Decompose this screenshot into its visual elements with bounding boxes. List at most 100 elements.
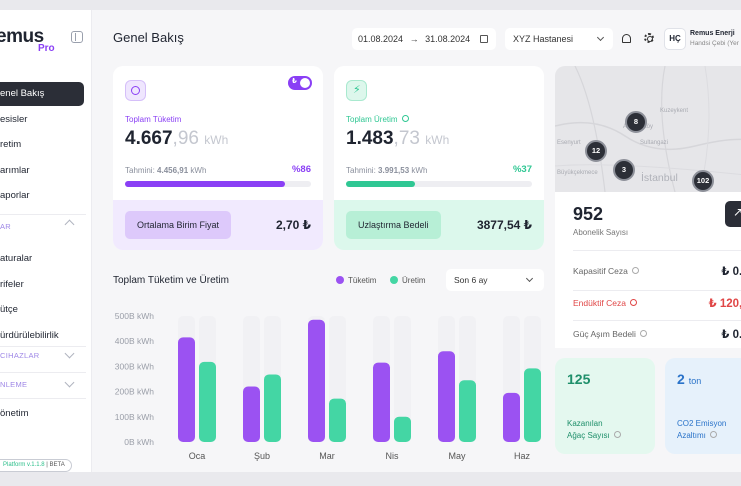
expand-button[interactable]: ↗ [725,201,741,227]
penalty-row-capacitive: Kapasitif Ceza ₺ 0.00 [573,258,741,288]
x-tick-label: Oca [189,451,206,461]
period-select[interactable]: Son 6 ay [446,269,544,291]
info-icon[interactable] [613,431,621,438]
info-icon[interactable] [632,267,640,274]
consumption-estimate: Tahmini: 4.456,91 kWh [125,166,207,175]
consumption-label: Toplam Tüketim [125,115,182,124]
user-subtitle: Handsi Çebi (Yer [690,40,739,47]
sidebar-section-cihazlar[interactable]: CIHAZLAR [0,351,40,360]
sidebar-item-uretim[interactable]: retim [0,139,22,150]
legend-dot [390,276,398,284]
sidebar-item-raporlar[interactable]: aporlar [0,190,30,201]
chevron-down-icon [525,274,534,283]
avg-unit-price-button[interactable]: Ortalama Birim Fiyat [125,211,232,239]
calendar-icon [480,35,488,43]
y-tick-label: 0B kWh [124,437,154,447]
co2-reduction-value: 2 ton [677,371,702,387]
hospital-select[interactable]: XYZ Hastanesi [505,28,613,50]
sidebar-section-faturalar[interactable]: AR [0,222,12,231]
hospital-select-value: XYZ Hastanesi [513,34,574,44]
legend-consumption[interactable]: Tüketim [336,276,376,285]
bar-üretim-haz [524,368,541,442]
bar-üretim-may [459,380,476,442]
sidebar: emus Pro enel Bakış esisler retim arımla… [0,10,92,472]
production-progress-fill [346,181,415,187]
sidebar-item-tesisler[interactable]: esisler [0,114,28,125]
bell-icon[interactable] [622,34,631,43]
production-label: Toplam Üretim [346,115,409,124]
info-icon[interactable] [630,299,638,306]
sidebar-divider [0,398,86,399]
lightning-icon: ⚡ [346,80,367,101]
sidebar-section-izleme[interactable]: NLEME [0,380,28,389]
bar-chart: 0B kWh 100B kWh 200B kWh 300B kWh 400B kWh 50… [115,311,541,461]
info-icon[interactable] [710,431,718,438]
gear-icon[interactable] [644,33,654,43]
currency-toggle[interactable]: ₺ [288,76,312,90]
page-title: Genel Bakış [113,30,184,45]
sidebar-collapse-icon[interactable] [71,31,83,43]
date-range-picker[interactable]: 01.08.2024 → 31.08.2024 [352,28,496,50]
map-label: Kuzeykent [660,108,689,114]
subscription-panel: 952 Abonelik Sayısı ↗ Kapasitif Ceza ₺ 0… [555,192,741,348]
consumption-progress [125,181,311,187]
bar-tüketim-nis [373,362,390,442]
bar-track [394,316,411,442]
avatar[interactable]: HÇ [664,28,686,50]
chevron-down-icon[interactable] [64,348,75,359]
map-cluster[interactable]: 12 [585,140,607,162]
bar-tüketim-may [438,351,455,442]
sidebar-item-alarmlar[interactable]: arımlar [0,165,30,176]
legend-dot [336,276,344,284]
bar-üretim-şub [264,374,281,442]
production-percent: %37 [512,164,532,175]
sidebar-item-yonetim[interactable]: önetim [0,408,29,419]
legend-production[interactable]: Üretim [390,276,426,285]
arrow-right-icon: → [409,34,419,44]
settlement-fee-button[interactable]: Uzlaştırma Bedeli [346,211,441,239]
consumption-value: 4.667,96 kWh [125,128,229,149]
date-end: 31.08.2024 [425,34,471,44]
chevron-up-icon[interactable] [64,219,75,230]
penalty-label: Endüktif Ceza [573,298,638,308]
subscription-count: 952 [573,204,604,224]
map-label: Esenyurt [557,140,581,146]
penalty-value: ₺ 120,50 [708,298,741,310]
sidebar-item-genel-bakis[interactable]: enel Bakış [0,82,84,106]
map-label: Büyükçekmece [557,170,598,176]
penalty-row-power-excess: Güç Aşım Bedeli ₺ 0.00 [573,321,741,351]
version-badge: Platform v.1.1.8 | BETA [0,459,72,472]
sidebar-item-tarifeler[interactable]: rifeler [0,279,24,290]
chart-title: Toplam Tüketim ve Üretim [113,275,229,286]
map-label: Sultangazi [640,140,669,146]
currency-toggle-label: ₺ [292,78,297,85]
trees-earned-value: 125 [567,371,591,387]
user-name[interactable]: Remus Enerji [690,30,735,37]
x-tick-label: Mar [319,451,335,461]
map[interactable]: Kuzeykent Arnavutköy Sultangazi Büyükçek… [555,66,741,192]
consumption-percent: %86 [291,164,311,175]
y-tick-label: 100B kWh [115,412,154,422]
co2-reduction-label: CO2 Emisyon Azaltımı [677,419,727,440]
bar-üretim-nis [394,416,411,442]
consumption-card: ₺ Toplam Tüketim 4.667,96 kWh Tahmini: 4… [113,66,323,250]
sidebar-item-faturalar[interactable]: aturalar [0,253,33,264]
sidebar-divider [0,214,86,215]
production-footer: Uzlaştırma Bedeli 3877,54 ₺ [334,200,544,250]
bar-tüketim-mar [308,319,325,442]
chevron-down-icon[interactable] [64,377,75,388]
map-cluster[interactable]: 3 [613,159,635,181]
map-cluster[interactable]: 8 [625,111,647,133]
settlement-fee-value: 3877,54 ₺ [476,218,532,232]
penalty-value: ₺ 0.00 [721,329,741,341]
info-icon[interactable] [640,330,648,337]
subscription-count-label: Abonelik Sayısı [573,228,629,237]
row-divider [573,320,741,321]
y-tick-label: 400B kWh [115,336,154,346]
map-cluster[interactable]: 102 [692,170,714,192]
gauge-icon [125,80,146,101]
info-icon[interactable] [401,115,409,122]
sidebar-item-butce[interactable]: ütçe [0,304,18,315]
bar-tüketim-haz [503,392,520,442]
sidebar-item-surdurulebilirlik[interactable]: ürdürülebilirlik [0,330,59,341]
